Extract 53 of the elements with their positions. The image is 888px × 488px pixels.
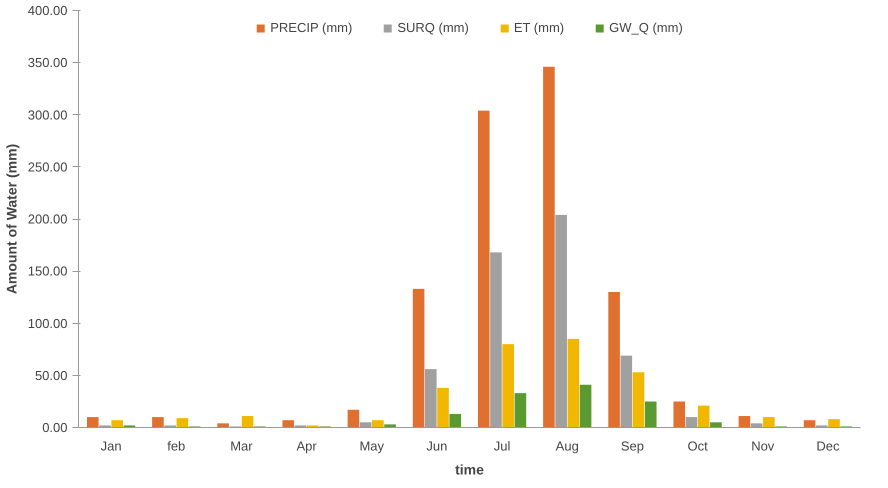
bar (372, 420, 384, 428)
y-tick-label: 350.00 (28, 55, 68, 70)
legend-label: GW_Q (mm) (609, 20, 683, 35)
bar (282, 420, 294, 428)
y-tick-label: 100.00 (28, 316, 68, 331)
bar (698, 406, 710, 428)
bar (738, 416, 750, 428)
y-tick-label: 250.00 (28, 159, 68, 174)
x-tick-label: Jan (100, 438, 122, 454)
bar (514, 393, 526, 428)
bar (568, 338, 580, 428)
bar (86, 417, 99, 428)
bar (580, 384, 592, 428)
bar (644, 401, 657, 428)
x-tick-label: Nov (751, 438, 775, 454)
x-tick-label: Apr (296, 438, 318, 454)
y-tick-label: 400.00 (28, 3, 68, 18)
x-tick-label: Jul (494, 438, 511, 454)
y-axis-title: Amount of Water (mm) (4, 144, 20, 294)
y-tick-label: 300.00 (28, 107, 68, 122)
bar (608, 292, 620, 428)
bar (152, 417, 164, 428)
bar (412, 288, 424, 428)
x-tick-label: May (359, 438, 385, 454)
bar (828, 419, 840, 428)
legend-label: ET (mm) (514, 20, 564, 35)
x-tick-label: Sep (620, 438, 644, 454)
x-tick-label: Jun (426, 438, 448, 454)
x-tick-label: feb (167, 438, 186, 454)
bar (502, 344, 514, 428)
bar (176, 418, 188, 428)
y-tick-label: 200.00 (28, 212, 68, 226)
bar (673, 401, 686, 428)
bar (449, 414, 462, 428)
x-axis-title: time (455, 462, 484, 478)
y-tick-label: 150.00 (28, 264, 68, 279)
bar (242, 416, 254, 428)
x-tick-label: Dec (816, 438, 840, 454)
bar (437, 388, 449, 428)
bar (111, 420, 123, 428)
x-tick-label: Oct (687, 438, 708, 454)
bar (543, 66, 555, 428)
bar (632, 372, 644, 428)
bar (804, 420, 816, 428)
y-tick-label: 50.00 (34, 368, 68, 383)
legend-label: PRECIP (mm) (270, 20, 352, 35)
bar (763, 417, 775, 428)
x-tick-label: Mar (230, 438, 254, 454)
bar (478, 110, 490, 428)
x-tick-label: Aug (556, 438, 579, 454)
y-tick-label: 0.00 (42, 420, 68, 435)
bar (348, 410, 360, 428)
legend-label: SURQ (mm) (397, 20, 469, 35)
